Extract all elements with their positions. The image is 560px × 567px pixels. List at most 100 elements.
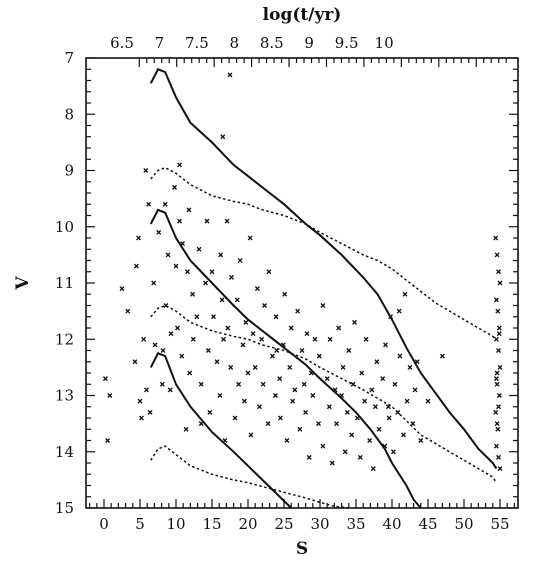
y-tick-label: 7: [64, 49, 74, 67]
data-point: [179, 353, 185, 359]
plot-frame: [85, 57, 519, 509]
data-point: [198, 421, 204, 427]
top-tick-label: 7: [155, 34, 165, 52]
data-point: [105, 438, 111, 443]
data-point: [344, 409, 350, 415]
data-point: [280, 342, 286, 348]
data-point: [240, 342, 246, 348]
data-point: [303, 409, 309, 415]
data-point: [410, 421, 416, 427]
data-point: [266, 269, 272, 275]
data-point: [404, 398, 410, 404]
data-point: [308, 370, 314, 376]
data-point: [401, 432, 406, 438]
y-tick-label: 15: [55, 499, 74, 517]
data-point: [232, 415, 238, 421]
data-point: [369, 387, 375, 393]
data-point: [274, 348, 280, 353]
data-point: [310, 393, 316, 398]
data-point: [496, 325, 502, 331]
data-point: [168, 331, 174, 337]
data-point: [299, 348, 305, 353]
data-point: [248, 432, 254, 438]
data-point: [277, 415, 283, 421]
data-point: [190, 336, 196, 342]
data-point: [138, 415, 144, 421]
data-point: [288, 325, 294, 331]
y-axis-label: V: [13, 276, 33, 291]
data-point: [173, 263, 179, 269]
data-point: [495, 426, 501, 432]
data-point: [340, 364, 346, 370]
data-point: [144, 387, 149, 393]
tick-marks: [86, 57, 518, 509]
data-point: [327, 336, 333, 342]
data-point: [496, 404, 502, 410]
data-point: [372, 404, 378, 410]
data-point: [159, 381, 165, 387]
data-point: [287, 364, 293, 370]
data-point: [497, 364, 503, 370]
data-point: [133, 263, 139, 269]
data-point: [374, 359, 380, 365]
top-tick-label: 8.5: [260, 34, 284, 52]
data-point: [334, 421, 340, 427]
y-tick-label: 13: [55, 387, 74, 405]
data-point: [205, 348, 211, 353]
top-tick-label: 9: [304, 34, 314, 52]
data-point: [245, 370, 251, 376]
data-point: [402, 291, 408, 297]
x-tick-label: 40: [382, 515, 401, 533]
data-point: [224, 218, 230, 224]
data-point: [132, 359, 138, 365]
data-point: [494, 381, 500, 387]
data-point: [352, 319, 358, 325]
data-point: [496, 393, 502, 398]
data-point: [326, 404, 332, 410]
top-axis-label: log(t/yr): [263, 5, 342, 25]
x-tick-label: 35: [346, 515, 365, 533]
x-tick-label: 45: [418, 515, 437, 533]
data-point: [254, 286, 260, 292]
y-tick-label: 10: [55, 218, 74, 236]
data-point: [141, 336, 147, 342]
data-point: [494, 252, 500, 258]
model-curve-1: [149, 68, 498, 470]
data-point: [495, 308, 501, 314]
y-tick-label: 9: [64, 162, 74, 180]
data-point: [418, 438, 424, 443]
data-point: [217, 393, 223, 398]
data-point: [320, 443, 326, 449]
data-point: [324, 376, 330, 382]
data-point: [147, 409, 153, 415]
data-point: [316, 353, 322, 359]
data-point: [204, 218, 210, 224]
data-point: [380, 376, 386, 382]
data-point: [177, 162, 183, 168]
data-point: [228, 364, 234, 370]
data-point: [493, 297, 499, 303]
data-point: [151, 280, 157, 286]
data-point: [234, 297, 240, 303]
data-point: [388, 314, 394, 320]
data-point: [493, 336, 499, 342]
data-point: [250, 331, 256, 337]
data-point: [125, 308, 131, 314]
data-point: [107, 393, 113, 398]
data-point: [210, 314, 216, 320]
data-point: [273, 314, 279, 320]
data-point: [180, 241, 185, 247]
data-point: [163, 303, 169, 308]
data-point: [220, 134, 226, 140]
model-curve-4: [150, 166, 497, 340]
data-point: [162, 201, 168, 207]
data-point: [272, 393, 278, 398]
data-point: [312, 336, 318, 342]
data-point: [493, 235, 499, 241]
data-point: [183, 426, 189, 432]
data-point: [214, 359, 220, 365]
data-point: [493, 443, 499, 449]
x-tick-label: 10: [166, 515, 185, 533]
data-point: [386, 415, 392, 421]
y-tick-label: 11: [55, 274, 74, 292]
